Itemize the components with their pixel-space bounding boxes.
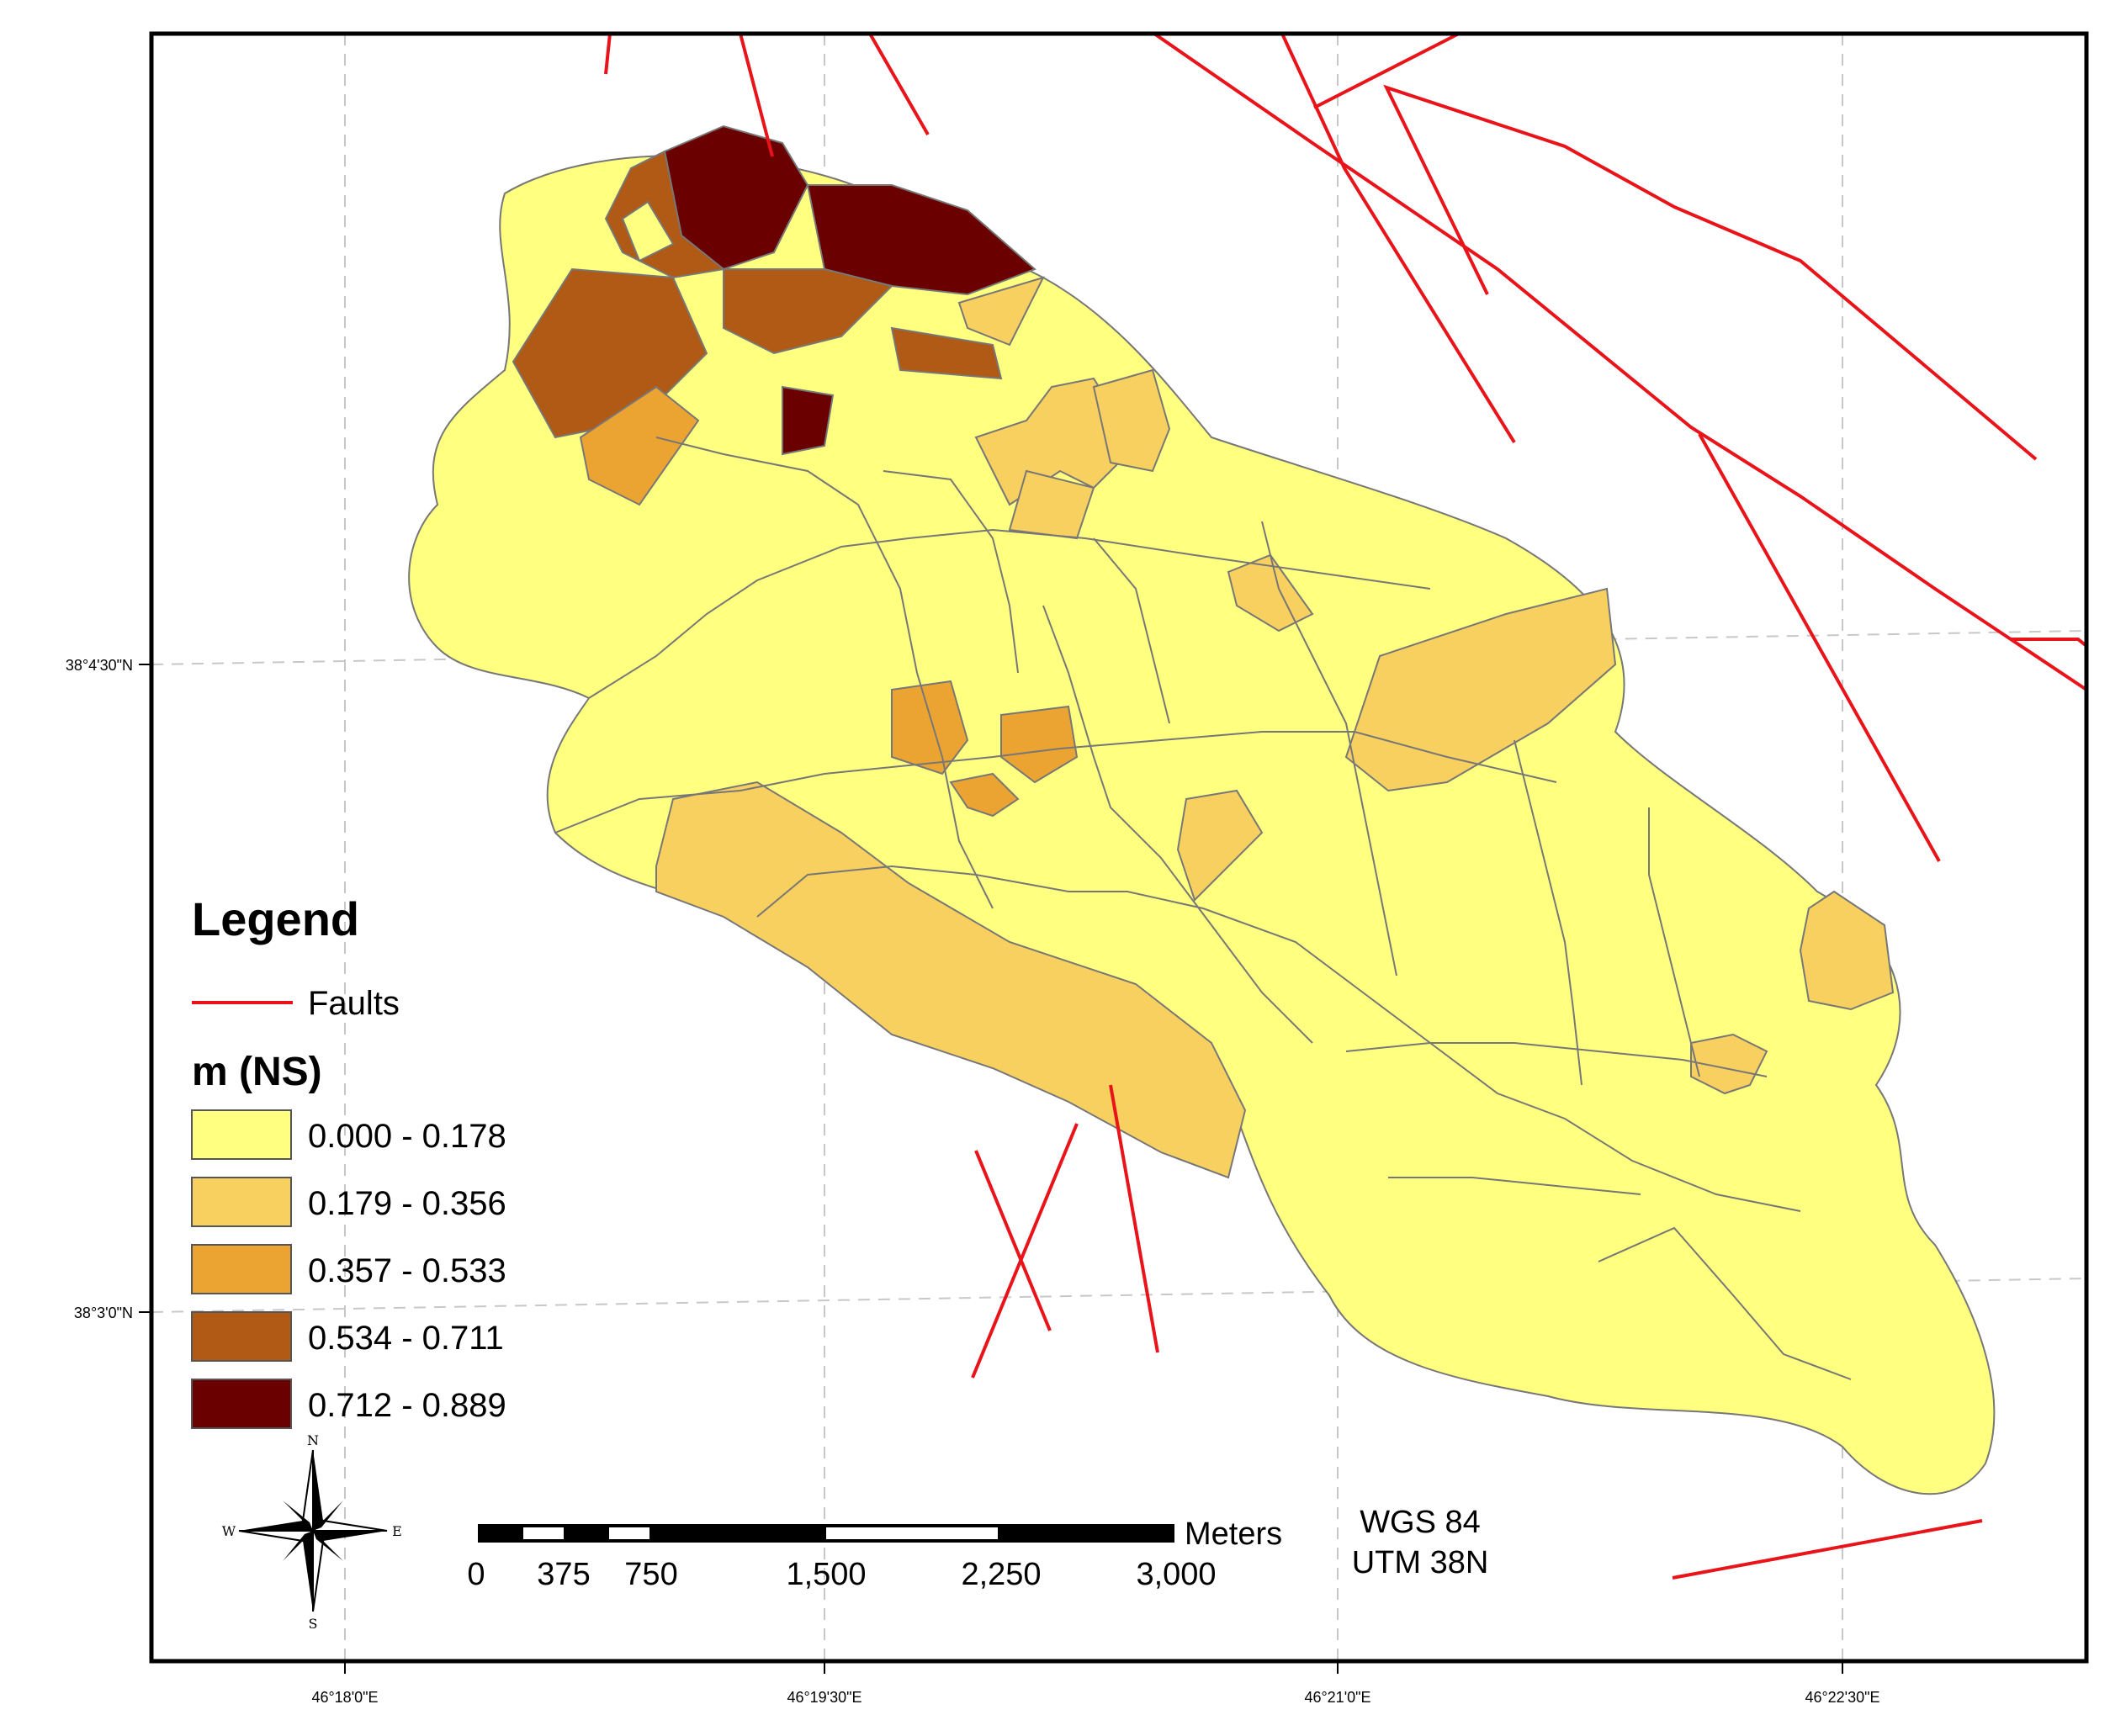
legend-swatch-2 <box>191 1177 292 1227</box>
legend-class-1: 0.000 - 0.178 <box>308 1118 506 1155</box>
lon-label-4: 46°22'30"E <box>1805 1689 1879 1706</box>
legend-class-4: 0.534 - 0.711 <box>308 1320 504 1357</box>
legend-class-3: 0.357 - 0.533 <box>308 1252 506 1289</box>
compass-s: S <box>309 1616 318 1632</box>
scale-tick-2250: 2,250 <box>961 1557 1041 1592</box>
legend-field-title: m (NS) <box>192 1050 322 1094</box>
scale-tick-375: 375 <box>537 1557 590 1592</box>
lat-label-2: 38°3'0"N <box>74 1305 133 1321</box>
compass-w: W <box>222 1523 236 1539</box>
lon-label-2: 46°19'30"E <box>787 1689 861 1706</box>
legend-swatch-3 <box>191 1244 292 1294</box>
frame-ticks <box>139 664 1843 1674</box>
legend-fault-label: Faults <box>308 985 400 1022</box>
lon-label-1: 46°18'0"E <box>311 1689 378 1706</box>
legend-class-5: 0.712 - 0.889 <box>308 1387 506 1424</box>
legend-swatch-4 <box>191 1311 292 1362</box>
scale-tick-0: 0 <box>467 1557 485 1592</box>
map-frame <box>149 31 2089 1664</box>
fault-lines <box>604 32 2088 1580</box>
scale-tick-1500: 1,500 <box>786 1557 866 1592</box>
legend: Legend Faults m (NS) 0.000 - 0.178 0.179… <box>191 892 506 1429</box>
legend-title: Legend <box>192 892 359 945</box>
legend-swatch-1 <box>191 1109 292 1160</box>
legend-class-2: 0.179 - 0.356 <box>308 1185 506 1222</box>
compass-n: N <box>307 1432 319 1448</box>
scale-tick-3000: 3,000 <box>1136 1557 1216 1592</box>
scale-bar: Meters 0 375 750 1,500 2,250 3,000 <box>467 1516 1282 1592</box>
legend-swatch-5 <box>191 1379 292 1429</box>
lat-label-1: 38°4'30"N <box>66 657 133 674</box>
north-arrow-icon: N S W E <box>222 1432 402 1632</box>
scale-unit: Meters <box>1185 1516 1282 1552</box>
crs-datum: WGS 84 <box>1360 1505 1481 1540</box>
crs-projection: UTM 38N <box>1352 1545 1489 1580</box>
compass-e: E <box>392 1523 402 1539</box>
lon-label-3: 46°21'0"E <box>1304 1689 1370 1706</box>
scale-tick-750: 750 <box>624 1557 677 1592</box>
study-area <box>408 124 1996 1495</box>
